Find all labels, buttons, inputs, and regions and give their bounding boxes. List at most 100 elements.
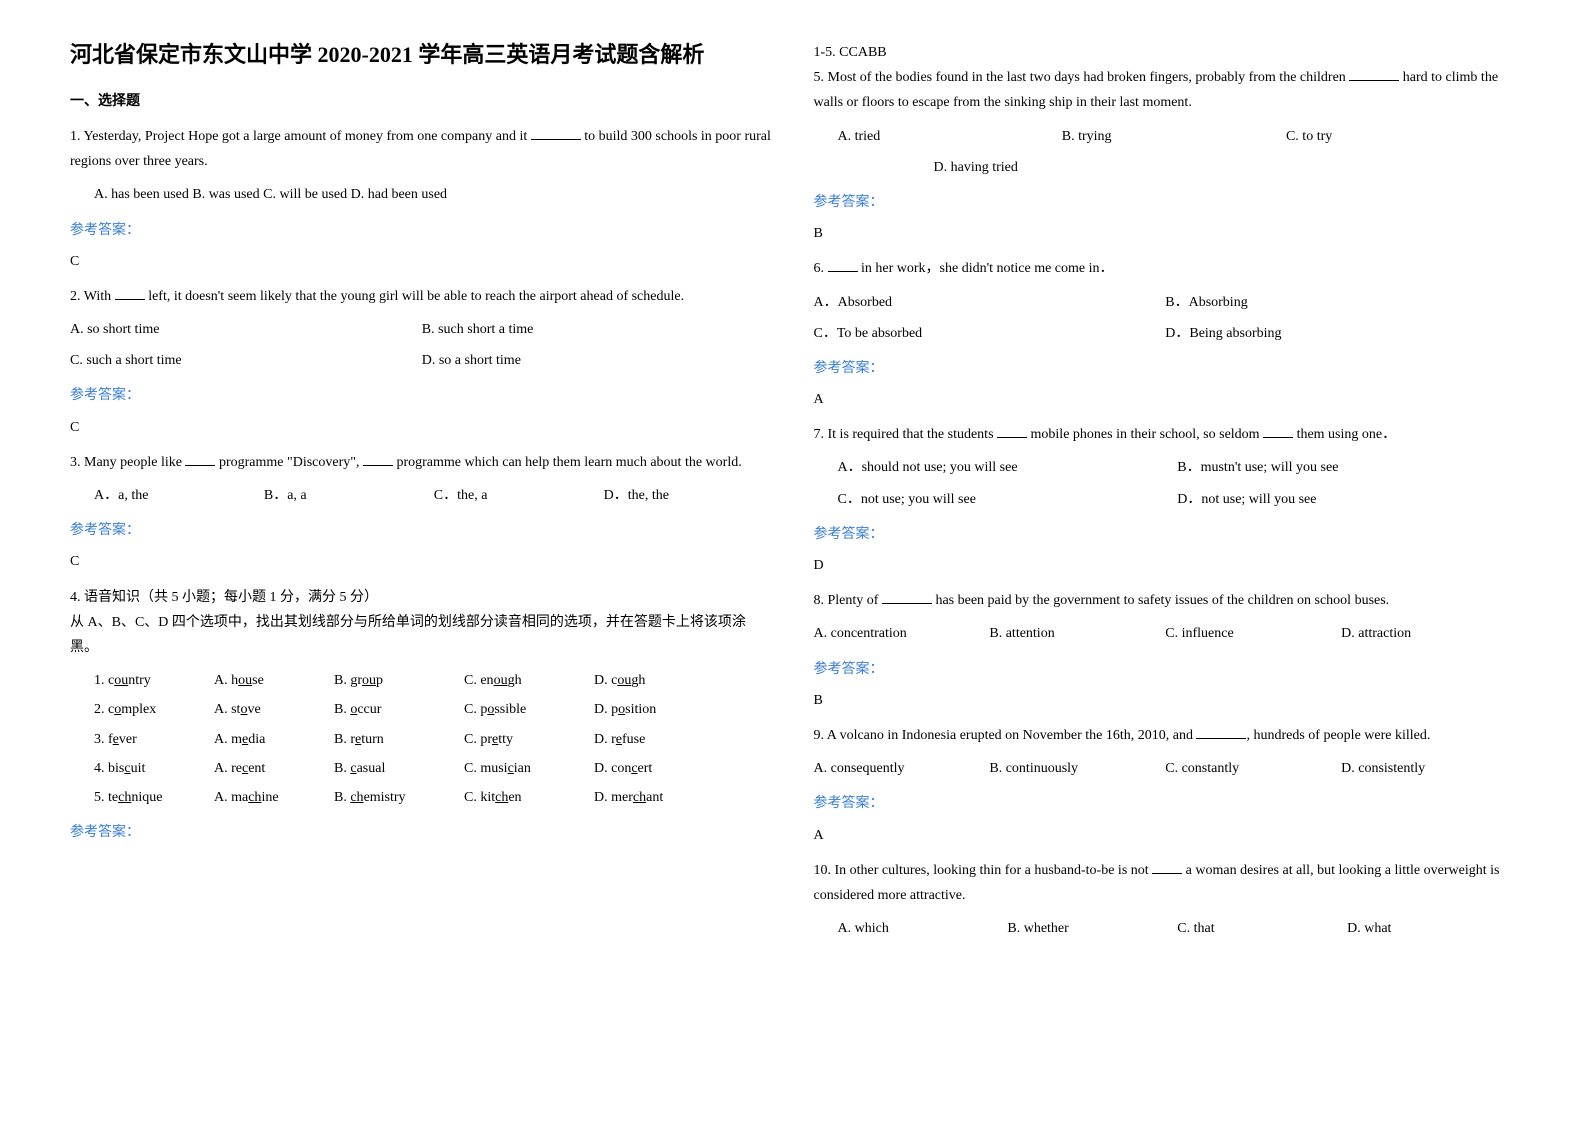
q2-row1: A. so short time B. such short a time xyxy=(70,317,774,342)
q5-text-a: 5. Most of the bodies found in the last … xyxy=(814,70,1350,85)
q6-oA: A．Absorbed xyxy=(814,290,1166,315)
q5-oC: C. to try xyxy=(1286,124,1510,149)
q6-row2: C．To be absorbed D．Being absorbing xyxy=(814,321,1518,346)
q4-cell: C. kitchen xyxy=(464,785,594,810)
q2-oD: D. so a short time xyxy=(422,348,774,373)
q9-blank xyxy=(1196,725,1246,739)
q3-oA: A．a, the xyxy=(94,483,264,508)
q6-row1: A．Absorbed B．Absorbing xyxy=(814,290,1518,315)
q9-oC: C. constantly xyxy=(1165,756,1341,781)
q5-oB: B. trying xyxy=(1062,124,1286,149)
q1-blank xyxy=(531,126,581,140)
q4-cell: 3. fever xyxy=(94,727,214,752)
q3-blank1 xyxy=(185,452,215,466)
q3-oD: D．the, the xyxy=(604,483,774,508)
q4-instr: 从 A、B、C、D 四个选项中，找出其划线部分与所给单词的划线部分读音相同的选项… xyxy=(70,610,774,660)
q5-oA: A. tried xyxy=(838,124,1062,149)
q10-oA: A. which xyxy=(838,916,1008,941)
q8-answer-label: 参考答案： xyxy=(814,657,1518,682)
q7-answer-label: 参考答案： xyxy=(814,522,1518,547)
q4-cell: B. occur xyxy=(334,697,464,722)
q4-row-1: 1. countryA. houseB. groupC. enoughD. co… xyxy=(94,668,774,693)
q4-cell: B. return xyxy=(334,727,464,752)
q8-text-b: has been paid by the government to safet… xyxy=(932,593,1389,608)
q5-answer: B xyxy=(814,221,1518,246)
q8-blank xyxy=(882,590,932,604)
q1-answer: C xyxy=(70,249,774,274)
q10-text-a: 10. In other cultures, looking thin for … xyxy=(814,863,1153,878)
q8-oA: A. concentration xyxy=(814,621,990,646)
left-column: 河北省保定市东文山中学 2020-2021 学年高三英语月考试题含解析 一、选择… xyxy=(50,40,794,1082)
question-2: 2. With left, it doesn't seem likely tha… xyxy=(70,284,774,309)
q7-text-c: them using one． xyxy=(1293,427,1396,442)
q5-row1: A. tried B. trying C. to try xyxy=(814,124,1518,149)
question-7: 7. It is required that the students mobi… xyxy=(814,422,1518,447)
question-5: 5. Most of the bodies found in the last … xyxy=(814,65,1518,115)
q8-oD: D. attraction xyxy=(1341,621,1517,646)
q4-cell: A. stove xyxy=(214,697,334,722)
q2-answer: C xyxy=(70,415,774,440)
q6-answer-label: 参考答案： xyxy=(814,356,1518,381)
q10-oB: B. whether xyxy=(1007,916,1177,941)
q4-row-2: 2. complexA. stoveB. occurC. possibleD. … xyxy=(94,697,774,722)
q2-oA: A. so short time xyxy=(70,317,422,342)
q9-oA: A. consequently xyxy=(814,756,990,781)
q4-cell: D. refuse xyxy=(594,727,724,752)
q2-row2: C. such a short time D. so a short time xyxy=(70,348,774,373)
q9-options: A. consequently B. continuously C. const… xyxy=(814,756,1518,781)
q4-cell: A. media xyxy=(214,727,334,752)
q7-oD: D．not use; will you see xyxy=(1177,487,1517,512)
q4-row-5: 5. techniqueA. machineB. chemistryC. kit… xyxy=(94,785,774,810)
q3-text-b: programme "Discovery", xyxy=(215,455,363,470)
q1-options: A. has been used B. was used C. will be … xyxy=(70,182,774,207)
q4-cell: D. merchant xyxy=(594,785,724,810)
q4-cell: B. casual xyxy=(334,756,464,781)
q8-oC: C. influence xyxy=(1165,621,1341,646)
q4-cell: 1. country xyxy=(94,668,214,693)
q4-cell: C. pretty xyxy=(464,727,594,752)
question-8: 8. Plenty of has been paid by the govern… xyxy=(814,588,1518,613)
q5-blank xyxy=(1349,67,1399,81)
question-1: 1. Yesterday, Project Hope got a large a… xyxy=(70,124,774,174)
q9-answer: A xyxy=(814,823,1518,848)
q8-answer: B xyxy=(814,688,1518,713)
question-10: 10. In other cultures, looking thin for … xyxy=(814,858,1518,908)
q9-text-a: 9. A volcano in Indonesia erupted on Nov… xyxy=(814,728,1197,743)
q4-rows: 1. countryA. houseB. groupC. enoughD. co… xyxy=(70,668,774,810)
q4-cell: 4. biscuit xyxy=(94,756,214,781)
q2-oB: B. such short a time xyxy=(422,317,774,342)
q4-cell: C. musician xyxy=(464,756,594,781)
q4-cell: A. recent xyxy=(214,756,334,781)
q4-row-4: 4. biscuitA. recentB. casualC. musicianD… xyxy=(94,756,774,781)
q4-cell: 2. complex xyxy=(94,697,214,722)
q9-oB: B. continuously xyxy=(989,756,1165,781)
q4-cell: C. possible xyxy=(464,697,594,722)
q3-answer-label: 参考答案： xyxy=(70,518,774,543)
q2-blank xyxy=(115,286,145,300)
q7-answer: D xyxy=(814,553,1518,578)
page-title: 河北省保定市东文山中学 2020-2021 学年高三英语月考试题含解析 xyxy=(70,40,774,71)
q8-text-a: 8. Plenty of xyxy=(814,593,882,608)
q3-answer: C xyxy=(70,549,774,574)
q2-text-a: 2. With xyxy=(70,289,115,304)
q7-text-b: mobile phones in their school, so seldom xyxy=(1027,427,1263,442)
q10-options: A. which B. whether C. that D. what xyxy=(814,916,1518,941)
q4-cell: C. enough xyxy=(464,668,594,693)
q2-answer-label: 参考答案： xyxy=(70,383,774,408)
question-3: 3. Many people like programme "Discovery… xyxy=(70,450,774,475)
q4-cell: D. cough xyxy=(594,668,724,693)
q3-oC: C．the, a xyxy=(434,483,604,508)
q6-text-a: 6. xyxy=(814,261,828,276)
q4-cell: B. group xyxy=(334,668,464,693)
q7-oA: A．should not use; you will see xyxy=(838,455,1178,480)
q5-answer-label: 参考答案： xyxy=(814,190,1518,215)
q4-answer-key: 1-5. CCABB xyxy=(814,40,1518,65)
q9-text-b: , hundreds of people were killed. xyxy=(1246,728,1430,743)
q6-blank xyxy=(828,258,858,272)
q6-answer: A xyxy=(814,387,1518,412)
q4-cell: A. house xyxy=(214,668,334,693)
q6-text-b: in her work，she didn't notice me come in… xyxy=(858,261,1114,276)
q4-cell: D. position xyxy=(594,697,724,722)
q2-oC: C. such a short time xyxy=(70,348,422,373)
q4-cell: B. chemistry xyxy=(334,785,464,810)
